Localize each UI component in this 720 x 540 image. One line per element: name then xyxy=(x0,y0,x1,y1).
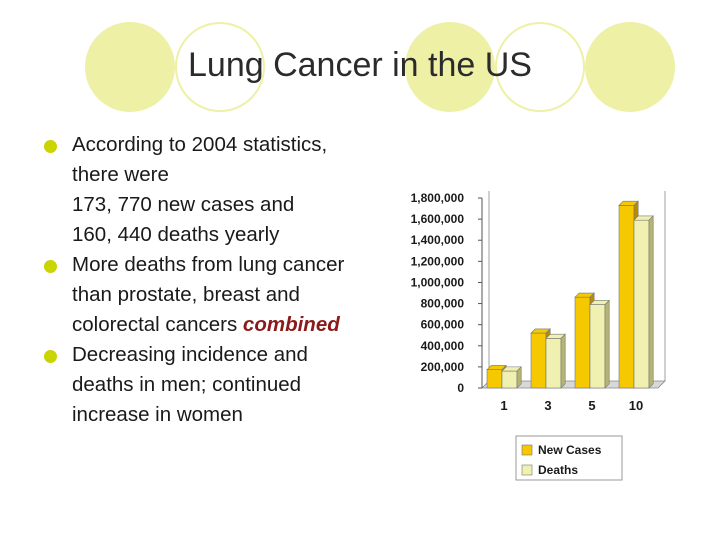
decor-ring-2 xyxy=(495,22,585,112)
bullet-1-line-1: According to 2004 statistics, xyxy=(72,133,328,156)
bar-face xyxy=(545,338,562,389)
bullet-2-line-3: colorectal cancers xyxy=(72,313,243,336)
bullet-1-line-4: 160, 440 deaths yearly xyxy=(72,223,280,246)
bullet-item-3: Decreasing incidence and deaths in men; … xyxy=(40,340,390,430)
y-tick-label: 800,000 xyxy=(421,297,465,311)
y-tick-label: 600,000 xyxy=(421,318,465,332)
bullet-2-line-2: than prostate, breast and xyxy=(72,283,300,306)
bullet-3-line-1: Decreasing incidence and xyxy=(72,343,308,366)
bar-chart: 0 200,000 400,000 600,000 800,000 1,000,000 1,… xyxy=(411,191,666,481)
bar-face xyxy=(633,219,650,389)
x-tick-label: 5 xyxy=(588,398,595,413)
chart-bars xyxy=(486,200,654,389)
slide-title: Lung Cancer in the US xyxy=(188,46,532,84)
legend-box xyxy=(515,435,623,481)
bar-deaths-10 xyxy=(633,215,654,389)
bar-deaths-3 xyxy=(545,333,566,389)
bullet-3-line-2: deaths in men; continued xyxy=(72,373,302,396)
y-tick-label: 1,000,000 xyxy=(411,275,465,289)
legend-swatch-deaths xyxy=(521,464,533,476)
emphasis-combined: combined xyxy=(242,313,340,336)
chart-legend: New Cases Deaths xyxy=(515,435,623,481)
bullet-list: According to 2004 statistics, there were… xyxy=(40,130,390,430)
x-tick-label: 3 xyxy=(544,398,551,413)
x-tick-labels: 1 3 5 10 xyxy=(500,398,643,413)
bar-face xyxy=(530,332,547,389)
y-tick-label: 1,200,000 xyxy=(411,254,465,268)
decor-ring-1 xyxy=(175,22,265,112)
y-tick-labels: 0 200,000 400,000 600,000 800,000 1,000,000 1,… xyxy=(411,191,482,395)
bullet-3-line-3: increase in women xyxy=(72,403,243,426)
decor-circle-1 xyxy=(85,22,175,112)
decor-circle-3 xyxy=(585,22,675,112)
bullet-1-line-2: there were xyxy=(72,163,169,186)
bullet-item-1: According to 2004 statistics, there were… xyxy=(40,130,390,250)
bar-face xyxy=(618,205,635,389)
bar-side xyxy=(604,299,610,389)
bullet-1-line-3: 173, 770 new cases and xyxy=(72,193,295,216)
bar-side xyxy=(560,333,566,389)
legend-swatch-new-cases xyxy=(521,444,533,456)
bar-side xyxy=(516,366,522,389)
x-tick-label: 10 xyxy=(629,398,643,413)
bar-deaths-1 xyxy=(501,366,522,389)
y-tick-label: 0 xyxy=(457,381,464,395)
y-tick-label: 1,600,000 xyxy=(411,212,465,226)
legend-label-deaths: Deaths xyxy=(538,463,578,477)
bar-face xyxy=(501,370,518,389)
bullet-item-2: More deaths from lung cancer than prosta… xyxy=(40,250,390,340)
y-tick-label: 1,400,000 xyxy=(411,233,465,247)
decor-circle-2 xyxy=(405,22,495,112)
x-tick-label: 1 xyxy=(500,398,507,413)
bar-face xyxy=(486,369,503,389)
bar-face xyxy=(589,304,606,389)
y-tick-label: 1,800,000 xyxy=(411,191,465,205)
bar-face xyxy=(574,296,591,389)
bar-deaths-5 xyxy=(589,299,610,389)
bullet-2-line-1: More deaths from lung cancer xyxy=(72,253,345,276)
y-tick-label: 200,000 xyxy=(421,360,465,374)
bar-side xyxy=(648,215,654,389)
y-tick-label: 400,000 xyxy=(421,339,465,353)
legend-label-new-cases: New Cases xyxy=(538,443,602,457)
